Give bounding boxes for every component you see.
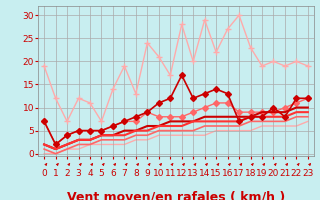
X-axis label: Vent moyen/en rafales ( km/h ): Vent moyen/en rafales ( km/h ) [67,191,285,200]
